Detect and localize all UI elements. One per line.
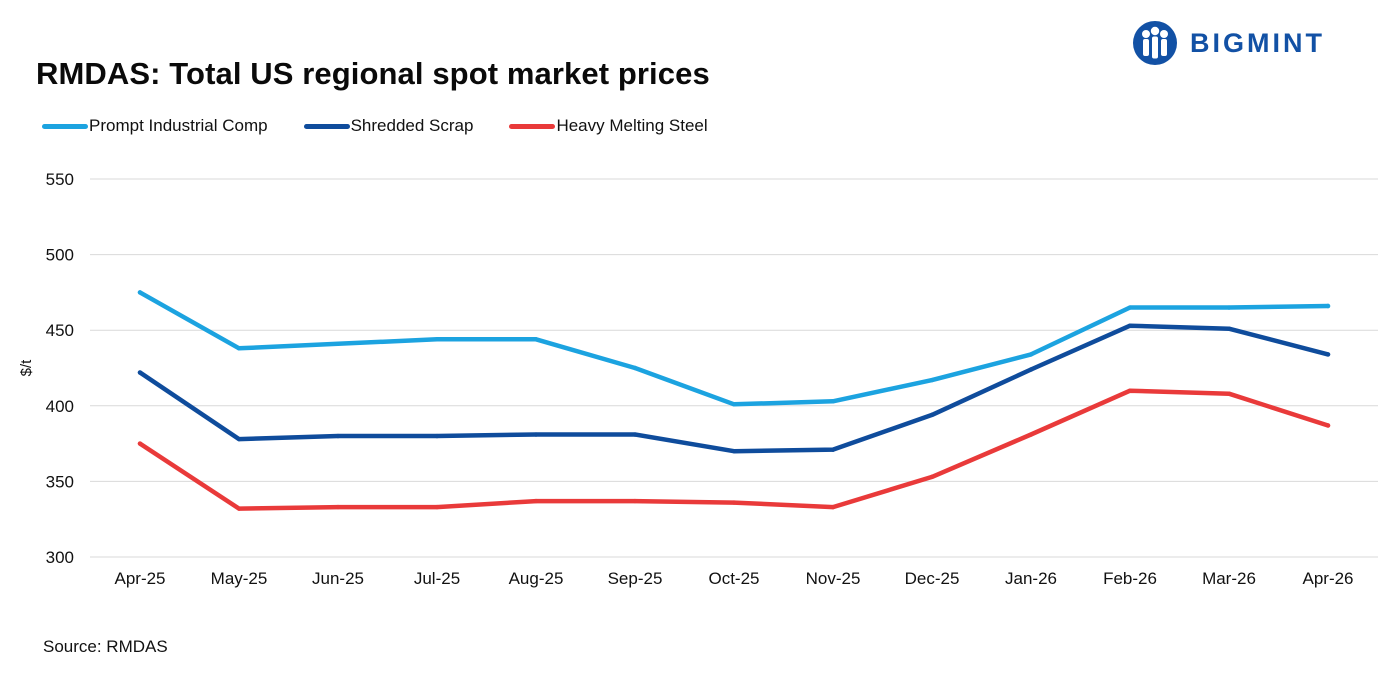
x-tick-label: Apr-26 (1302, 569, 1353, 588)
data-point (1127, 388, 1133, 393)
y-axis-label: $/t (18, 359, 35, 377)
brand-name: BIGMINT (1190, 27, 1325, 58)
y-tick-label: 500 (46, 246, 74, 265)
y-tick-label: 300 (46, 548, 74, 567)
data-point (335, 341, 341, 347)
legend-item-heavy-melting-steel: Heavy Melting Steel (509, 116, 708, 136)
y-tick-label: 450 (46, 321, 74, 340)
data-point (632, 365, 638, 371)
x-tick-label: Feb-26 (1103, 569, 1157, 588)
data-point (236, 436, 242, 442)
data-point (533, 337, 539, 342)
x-tick-label: Jun-25 (312, 569, 364, 588)
data-point (1325, 352, 1331, 357)
legend-label: Shredded Scrap (350, 116, 474, 135)
legend-swatch (42, 123, 88, 129)
brand-logo: BIGMINT (1132, 20, 1325, 66)
data-point (830, 447, 836, 452)
x-tick-label: Nov-25 (806, 569, 861, 588)
data-point (434, 504, 440, 510)
chart-legend: Prompt Industrial Comp Shredded Scrap He… (42, 116, 744, 136)
data-point (137, 290, 143, 295)
data-point (1325, 423, 1331, 428)
x-tick-label: Mar-26 (1202, 569, 1256, 588)
data-point (137, 370, 143, 375)
data-point (632, 498, 638, 504)
data-point (929, 377, 935, 383)
data-point (533, 432, 539, 437)
data-point (1028, 432, 1034, 437)
data-point (1127, 305, 1133, 310)
data-point (434, 337, 440, 342)
source-note: Source: RMDAS (43, 637, 168, 656)
data-point (830, 504, 836, 510)
data-point (1028, 367, 1034, 372)
data-point (1325, 303, 1331, 309)
data-point (1226, 326, 1232, 331)
data-point (1226, 305, 1232, 310)
x-tick-label: Jan-26 (1005, 569, 1057, 588)
x-tick-label: Apr-25 (114, 569, 165, 588)
legend-label: Heavy Melting Steel (556, 116, 708, 135)
legend-label: Prompt Industrial Comp (89, 116, 268, 135)
data-point (236, 346, 242, 351)
data-point (335, 433, 341, 439)
legend-item-shredded-scrap: Shredded Scrap (303, 116, 474, 136)
x-tick-label: Sep-25 (608, 569, 663, 588)
x-tick-label: May-25 (211, 569, 268, 588)
y-tick-label: 400 (46, 397, 74, 416)
data-point (533, 498, 539, 504)
data-point (434, 433, 440, 439)
data-point (1226, 391, 1232, 396)
data-point (632, 432, 638, 437)
x-tick-label: Aug-25 (509, 569, 564, 588)
data-point (236, 506, 242, 511)
data-point (731, 402, 737, 407)
legend-swatch (509, 123, 556, 129)
legend-item-prompt-industrial-comp: Prompt Industrial Comp (42, 116, 268, 136)
data-point (335, 504, 341, 510)
y-tick-label: 550 (46, 170, 74, 189)
legend-swatch (303, 123, 350, 129)
data-point (929, 412, 935, 418)
series-line-prompt-industrial-comp (137, 290, 1331, 407)
x-tick-label: Jul-25 (414, 569, 460, 588)
data-point (1127, 323, 1133, 328)
data-point (731, 448, 737, 454)
x-tick-label: Dec-25 (905, 569, 960, 588)
data-point (137, 441, 143, 446)
x-tick-label: Oct-25 (708, 569, 759, 588)
y-tick-label: 350 (46, 472, 74, 491)
chart-title: RMDAS: Total US regional spot market pri… (36, 56, 710, 91)
data-point (731, 500, 737, 505)
data-point (929, 474, 935, 480)
data-point (830, 399, 836, 404)
data-point (1028, 352, 1034, 357)
bigmint-people-logo-icon (1133, 21, 1177, 65)
